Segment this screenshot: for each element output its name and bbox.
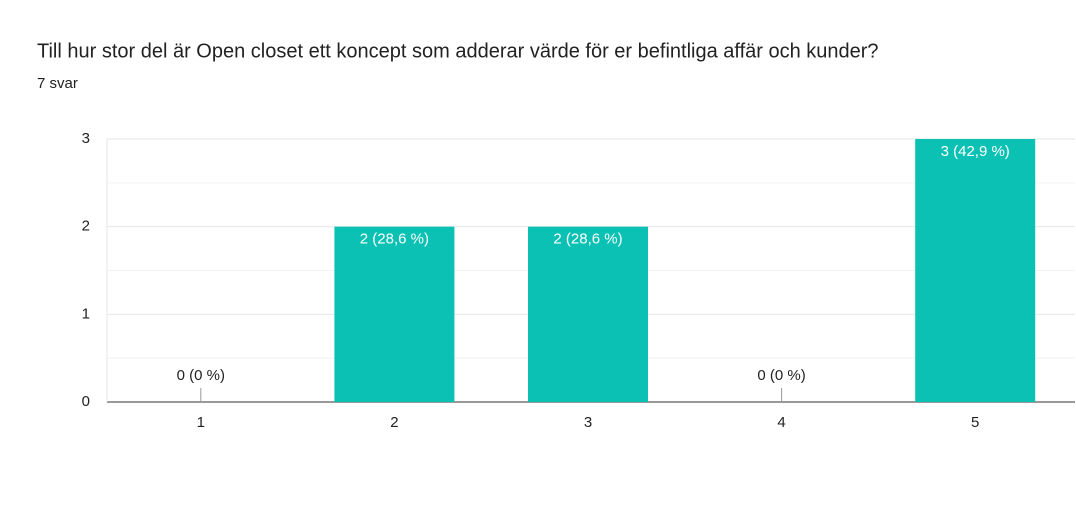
value-label: 0 (0 %) [177,367,225,384]
value-label: 2 (28,6 %) [360,231,429,248]
y-tick-label: 0 [82,393,90,410]
y-tick-label: 2 [82,218,90,235]
chart-title: Till hur stor del är Open closet ett kon… [37,40,879,62]
y-tick-label: 1 [82,305,90,322]
value-label: 0 (0 %) [757,367,805,384]
x-tick-label: 2 [390,414,398,431]
x-tick-label: 4 [777,414,785,431]
chart-subtitle: 7 svar [37,75,78,92]
y-tick-label: 3 [82,130,90,147]
x-tick-label: 5 [971,414,979,431]
value-label: 3 (42,9 %) [941,143,1010,160]
value-label: 2 (28,6 %) [553,231,622,248]
bar [528,226,648,402]
x-tick-label: 3 [584,414,592,431]
bar [915,139,1036,402]
x-tick-label: 1 [197,414,205,431]
bar [334,226,455,402]
